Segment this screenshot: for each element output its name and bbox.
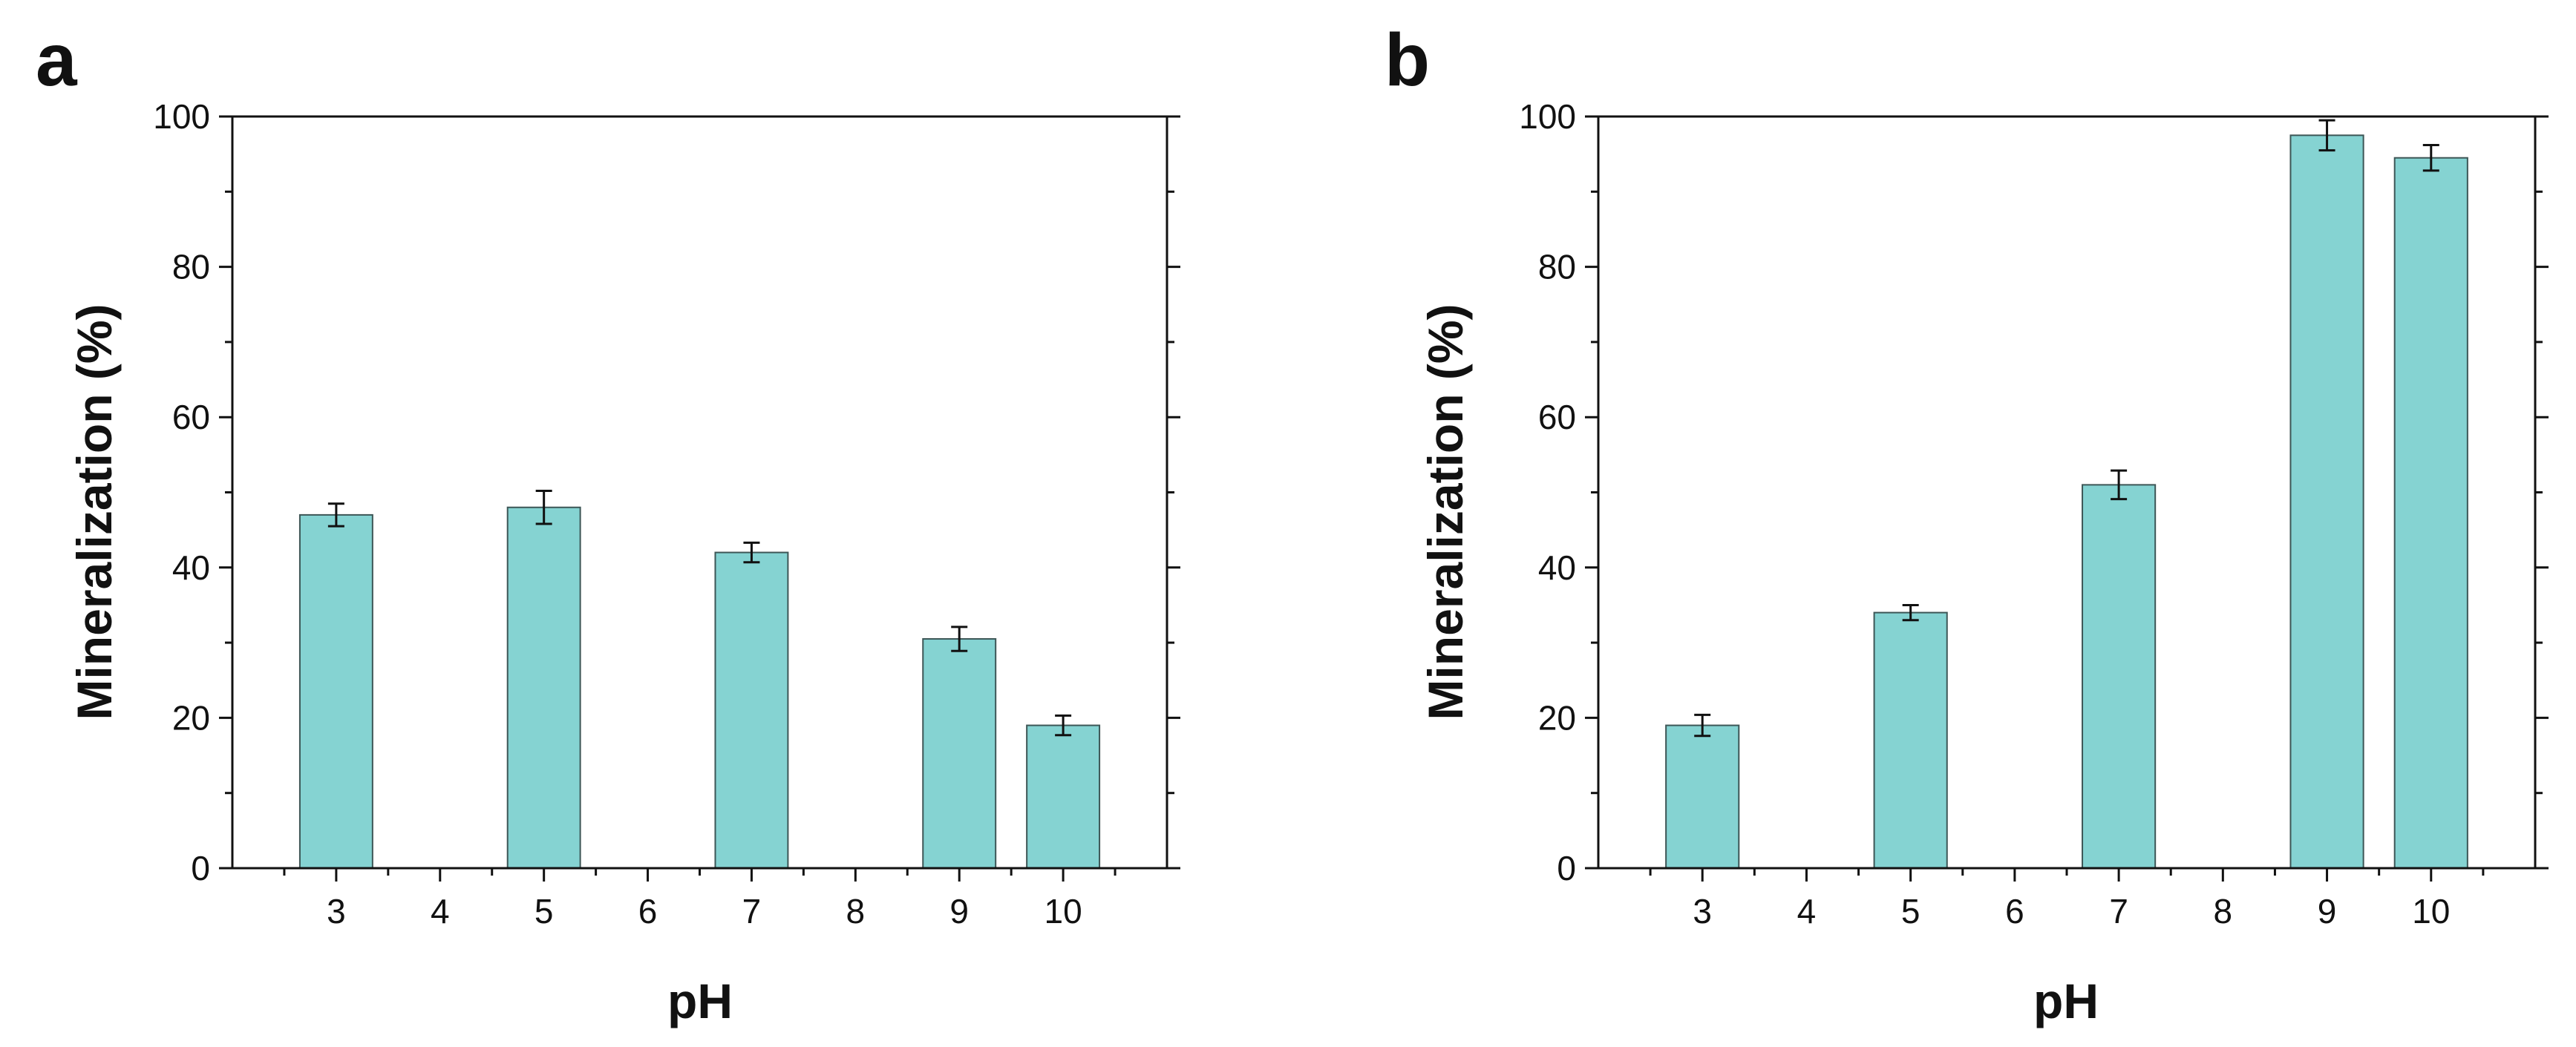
error-bar-ph-5 xyxy=(535,489,552,525)
y-axis-title: Mineralization (%) xyxy=(67,303,122,720)
y-tick-label: 60 xyxy=(172,398,210,436)
x-tick-label: 8 xyxy=(846,892,866,931)
panel-label-a: a xyxy=(36,19,78,102)
y-tick-label: 100 xyxy=(153,97,210,136)
bar-ph-3 xyxy=(298,513,373,869)
panel-label-b: b xyxy=(1385,19,1430,102)
bar-ph-3 xyxy=(1665,724,1740,870)
error-bar-ph-10 xyxy=(2422,143,2439,172)
bar-ph-7 xyxy=(714,551,789,869)
chart-panel-a: a Mineralization (%) pH 0 20 40 60 80 100 3 4 5 6… xyxy=(36,19,1180,1028)
x-tick-label: 6 xyxy=(2005,892,2024,931)
x-tick-label: 9 xyxy=(949,892,969,931)
error-bar-ph-3 xyxy=(327,502,344,528)
chart-panel-b: b Mineralization (%) pH 0 20 40 60 80 100 3 4 5 6… xyxy=(1288,0,2576,1047)
chart-b-svg: b Mineralization (%) pH 0 20 40 60 80 100 3 4 5 6… xyxy=(1385,19,2549,1028)
bar-ph-5 xyxy=(506,506,581,869)
bar-ph-10 xyxy=(2393,157,2468,869)
error-bar-ph-7 xyxy=(2111,469,2128,501)
x-tick-label: 3 xyxy=(327,892,346,931)
x-axis-title: pH xyxy=(2033,974,2099,1028)
y-tick-label: 60 xyxy=(1538,398,1576,436)
error-bar-ph-9 xyxy=(2318,119,2335,152)
y-tick-label: 0 xyxy=(1557,849,1576,887)
error-bar-ph-5 xyxy=(1902,603,1919,622)
x-tick-label: 3 xyxy=(1693,892,1712,931)
error-bar-ph-9 xyxy=(951,626,968,652)
x-tick-label: 10 xyxy=(2412,892,2450,931)
y-axis-title: Mineralization (%) xyxy=(1418,303,1473,720)
bar-ph-9 xyxy=(922,638,997,869)
y-tick-label: 100 xyxy=(1519,97,1576,136)
bar-ph-9 xyxy=(2289,134,2364,869)
bar-ph-10 xyxy=(1026,724,1101,870)
x-tick-label: 7 xyxy=(2109,892,2128,931)
x-tick-label: 4 xyxy=(431,892,450,931)
y-tick-label: 80 xyxy=(1538,248,1576,286)
error-bar-ph-7 xyxy=(743,541,760,564)
error-bar-ph-3 xyxy=(1694,713,1711,738)
x-tick-label: 5 xyxy=(535,892,554,931)
x-tick-label: 7 xyxy=(742,892,762,931)
bar-ph-7 xyxy=(2082,484,2157,869)
x-tick-label: 8 xyxy=(2214,892,2233,931)
y-tick-label: 20 xyxy=(1538,698,1576,737)
y-tick-label: 40 xyxy=(1538,548,1576,587)
y-tick-label: 0 xyxy=(191,849,210,887)
y-tick-label: 80 xyxy=(172,248,210,286)
x-tick-label: 5 xyxy=(1901,892,1920,931)
error-bar-ph-10 xyxy=(1055,714,1072,737)
x-tick-label: 6 xyxy=(638,892,658,931)
x-tick-label: 4 xyxy=(1797,892,1817,931)
x-tick-label: 10 xyxy=(1045,892,1082,931)
chart-a-svg: a Mineralization (%) pH 0 20 40 60 80 100 3 4 5 6… xyxy=(36,19,1180,1028)
y-tick-label: 20 xyxy=(172,698,210,737)
bar-ph-5 xyxy=(1873,611,1948,870)
y-tick-label: 40 xyxy=(172,548,210,587)
x-tick-label: 9 xyxy=(2318,892,2337,931)
x-axis-title: pH xyxy=(667,974,733,1028)
